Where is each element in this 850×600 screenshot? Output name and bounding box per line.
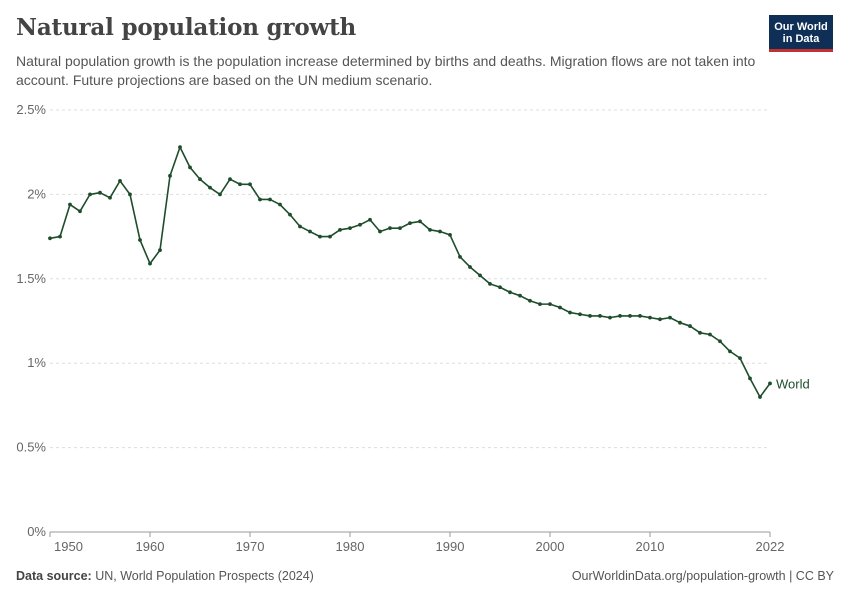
data-point (548, 302, 552, 307)
data-point (58, 234, 62, 239)
data-point (138, 238, 142, 242)
data-point (118, 178, 122, 183)
data-point (558, 305, 562, 310)
data-point (488, 281, 492, 286)
data-point (718, 339, 722, 344)
data-point (608, 315, 612, 320)
data-point (708, 332, 712, 337)
data-point (308, 229, 312, 234)
data-point (438, 229, 442, 234)
data-point (698, 330, 702, 335)
data-point (658, 317, 662, 322)
data-point (538, 302, 542, 307)
y-tick-label: 0.5% (16, 440, 46, 455)
x-tick-label: 2022 (756, 539, 785, 554)
data-point (468, 265, 472, 269)
data-source-text: UN, World Population Prospects (2024) (95, 569, 314, 583)
data-point (108, 195, 112, 200)
data-point (278, 202, 282, 207)
data-point (248, 182, 252, 187)
y-tick-label: 2% (27, 186, 46, 201)
data-point (98, 190, 102, 195)
data-point (458, 254, 462, 259)
x-tick-label: 1990 (436, 539, 465, 554)
data-point (288, 212, 292, 217)
data-point (228, 177, 232, 182)
data-point (758, 395, 762, 399)
x-tick-label: 1970 (236, 539, 265, 554)
data-point (578, 312, 582, 317)
data-point (728, 349, 732, 354)
data-point (768, 381, 772, 386)
data-point (368, 217, 372, 222)
data-point (648, 315, 652, 320)
data-point (148, 261, 152, 266)
data-point (598, 314, 602, 318)
data-point (398, 226, 402, 231)
chart-subtitle: Natural population growth is the populat… (16, 53, 756, 88)
series-label-world: World (776, 376, 810, 391)
data-point (238, 182, 242, 187)
data-point (528, 298, 532, 303)
y-tick-label: 1.5% (16, 271, 46, 286)
data-point (68, 202, 72, 207)
data-point (448, 233, 452, 237)
x-tick-label: 2000 (536, 539, 565, 554)
data-point (378, 229, 382, 234)
data-point (618, 314, 622, 318)
data-point (328, 234, 332, 239)
data-point (208, 185, 212, 190)
data-point (518, 293, 522, 298)
data-point (88, 192, 92, 197)
data-point (628, 314, 632, 318)
y-tick-label: 0% (27, 524, 46, 539)
data-point (168, 173, 172, 178)
series-line-world (49, 146, 771, 398)
data-point (338, 227, 342, 232)
y-tick-label: 2.5% (16, 102, 46, 117)
data-point (48, 236, 52, 241)
data-point (128, 192, 132, 197)
logo-line-2: in Data (782, 33, 820, 45)
data-point (178, 145, 182, 150)
data-point (478, 273, 482, 278)
data-point (498, 285, 502, 290)
source-url-link[interactable]: OurWorldinData.org/population-growth | C… (571, 569, 834, 583)
x-tick-label: 1950 (54, 539, 83, 554)
data-point (408, 221, 412, 225)
data-point (738, 356, 742, 361)
x-tick-label: 1960 (136, 539, 165, 554)
data-point (258, 197, 262, 202)
data-point (318, 234, 322, 239)
data-point (418, 219, 422, 224)
x-tick-label: 1980 (336, 539, 365, 554)
data-point (388, 226, 392, 231)
data-source-label: Data source: (16, 569, 92, 583)
chart-title: Natural population growth (16, 14, 357, 41)
data-point (188, 165, 192, 170)
data-point (268, 197, 272, 202)
data-point (428, 227, 432, 232)
data-point (348, 226, 352, 231)
data-point (298, 224, 302, 229)
data-point (588, 314, 592, 318)
data-point (678, 320, 682, 325)
data-point (688, 324, 692, 328)
data-point (218, 192, 222, 197)
data-point (748, 376, 752, 381)
owid-logo[interactable]: Our World in Data (769, 15, 833, 52)
data-point (158, 248, 162, 253)
data-point (668, 315, 672, 320)
data-point (198, 177, 202, 182)
data-source: Data source: UN, World Population Prospe… (16, 569, 314, 583)
data-point (638, 314, 642, 318)
data-point (358, 222, 362, 227)
logo-line-1: Our World (774, 21, 828, 33)
y-tick-label: 1% (27, 355, 46, 370)
data-point (568, 310, 572, 315)
x-tick-label: 2010 (636, 539, 665, 554)
data-point (508, 290, 512, 295)
data-point (78, 209, 82, 214)
